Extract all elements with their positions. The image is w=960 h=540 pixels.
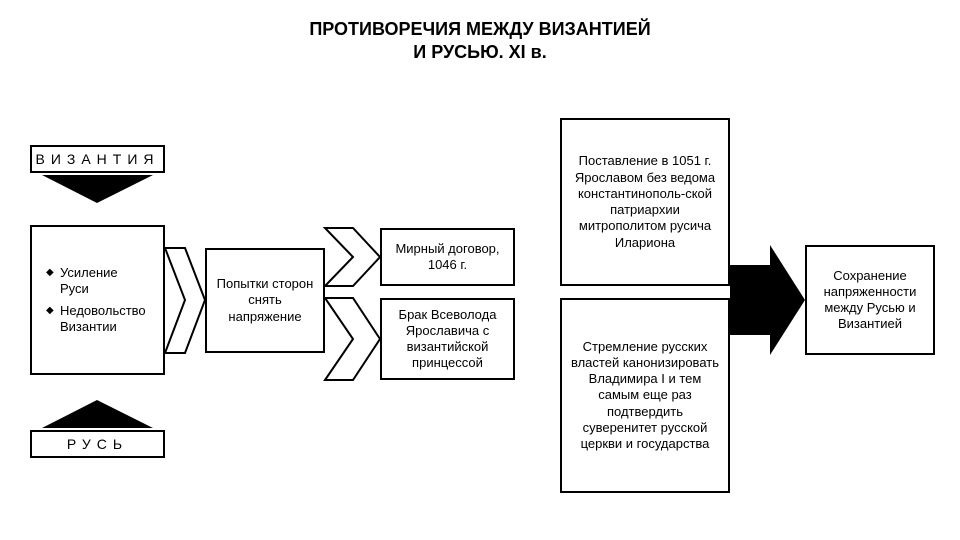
result-text: Сохранение напряженности между Русью и В… (815, 268, 925, 333)
diagram-title: ПРОТИВОРЕЧИЯ МЕЖДУ ВИЗАНТИЕЙ И РУСЬЮ. XI… (0, 0, 960, 63)
title-line-1: ПРОТИВОРЕЧИЯ МЕЖДУ ВИЗАНТИЕЙ (309, 19, 650, 39)
cause-item-1: Усиление Руси (46, 265, 149, 298)
byzantium-label: ВИЗАНТИЯ (30, 145, 165, 173)
causes-box: Усиление Руси Недовольство Византии (30, 225, 165, 375)
canonize-box: Стремление русских властей канонизироват… (560, 298, 730, 493)
arrow-to-marriage-icon (325, 298, 380, 380)
arrow-to-result-icon (730, 245, 805, 355)
treaty-box: Мирный договор, 1046 г. (380, 228, 515, 286)
treaty-text: Мирный договор, 1046 г. (390, 241, 505, 274)
title-line-2: И РУСЬЮ. XI в. (413, 42, 546, 62)
attempts-box: Попытки сторон снять напряжение (205, 248, 325, 353)
cause-item-2: Недовольство Византии (46, 303, 149, 336)
arrow-to-treaty-icon (325, 228, 380, 286)
marriage-box: Брак Всеволода Ярославича с византийской… (380, 298, 515, 380)
ilarion-box: Поставление в 1051 г. Ярославом без ведо… (560, 118, 730, 286)
marriage-text: Брак Всеволода Ярославича с византийской… (390, 307, 505, 372)
ilarion-text: Поставление в 1051 г. Ярославом без ведо… (570, 153, 720, 251)
arrow-causes-to-attempts-icon (165, 248, 205, 353)
attempts-text: Попытки сторон снять напряжение (215, 276, 315, 325)
byzantium-arrow-icon (30, 175, 165, 223)
rus-arrow-icon (30, 380, 165, 428)
canonize-text: Стремление русских властей канонизироват… (570, 339, 720, 453)
rus-label: РУСЬ (30, 430, 165, 458)
result-box: Сохранение напряженности между Русью и В… (805, 245, 935, 355)
